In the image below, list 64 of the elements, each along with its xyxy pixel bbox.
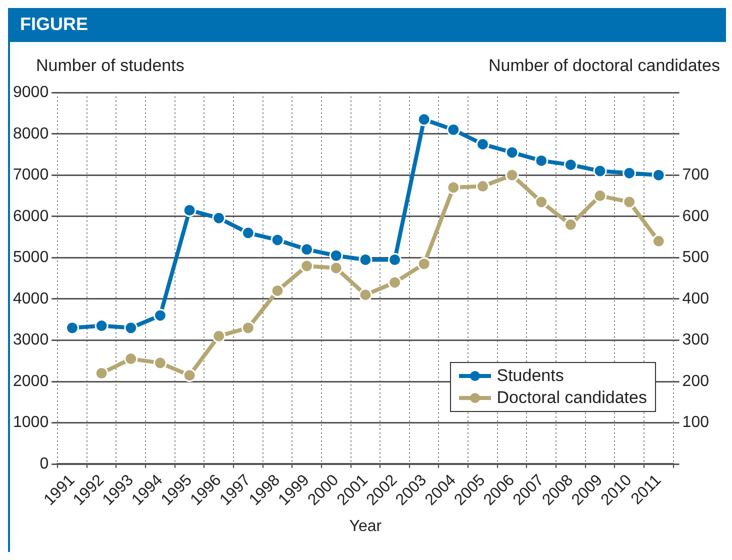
y2-tick-label: 200 bbox=[682, 372, 710, 390]
point bbox=[622, 195, 636, 209]
point bbox=[270, 233, 284, 247]
y-tick-label: 6000 bbox=[13, 208, 49, 225]
point bbox=[388, 276, 402, 290]
legend-label: Doctoral candidates bbox=[496, 387, 647, 409]
point bbox=[446, 180, 460, 194]
point bbox=[124, 321, 138, 335]
legend-label: Students bbox=[496, 365, 564, 387]
point bbox=[505, 146, 519, 160]
y-tick-label: 0 bbox=[40, 455, 49, 472]
point bbox=[505, 168, 519, 182]
point bbox=[564, 218, 578, 232]
y-tick-label: 8000 bbox=[13, 125, 49, 142]
y2-tick-label: 700 bbox=[682, 166, 710, 184]
y2-tick-label: 600 bbox=[682, 208, 710, 225]
point bbox=[94, 366, 108, 380]
point bbox=[124, 352, 138, 366]
point bbox=[652, 168, 666, 182]
y2-axis-title: Number of doctoral candidates bbox=[488, 56, 720, 76]
point bbox=[622, 166, 636, 180]
point bbox=[652, 234, 666, 248]
y-tick-label: 9000 bbox=[13, 84, 49, 102]
point bbox=[417, 112, 431, 126]
point bbox=[153, 356, 167, 370]
point bbox=[153, 308, 167, 322]
y2-tick-label: 300 bbox=[682, 332, 710, 349]
point bbox=[212, 211, 226, 225]
point bbox=[182, 368, 196, 382]
y-tick-label: 4000 bbox=[13, 290, 49, 308]
y-axis-title: Number of students bbox=[36, 56, 184, 76]
point bbox=[300, 242, 314, 256]
y-tick-label: 2000 bbox=[13, 372, 49, 390]
x-axis-title: Year bbox=[349, 518, 382, 535]
y-tick-label: 3000 bbox=[13, 332, 49, 349]
point bbox=[476, 180, 490, 194]
point bbox=[329, 248, 343, 262]
chart-title: FIGURE bbox=[10, 8, 726, 42]
point bbox=[446, 122, 460, 136]
point bbox=[66, 321, 80, 335]
point bbox=[358, 253, 372, 267]
point bbox=[329, 261, 343, 275]
point bbox=[417, 257, 431, 271]
y2-tick-label: 400 bbox=[682, 290, 710, 308]
point bbox=[182, 203, 196, 217]
point bbox=[270, 284, 284, 298]
point bbox=[241, 321, 255, 335]
y2-tick-label: 500 bbox=[682, 249, 710, 266]
point bbox=[534, 154, 548, 168]
point bbox=[564, 158, 578, 172]
point bbox=[358, 288, 372, 302]
point bbox=[593, 164, 607, 178]
y-tick-label: 7000 bbox=[13, 166, 49, 184]
point bbox=[593, 189, 607, 203]
point bbox=[241, 226, 255, 240]
y-tick-label: 5000 bbox=[13, 249, 49, 266]
point bbox=[534, 195, 548, 209]
point bbox=[300, 259, 314, 273]
point bbox=[212, 329, 226, 343]
y-tick-label: 1000 bbox=[13, 414, 49, 432]
point bbox=[476, 137, 490, 151]
point bbox=[388, 253, 402, 267]
y2-tick-label: 100 bbox=[682, 414, 710, 432]
point bbox=[94, 319, 108, 333]
